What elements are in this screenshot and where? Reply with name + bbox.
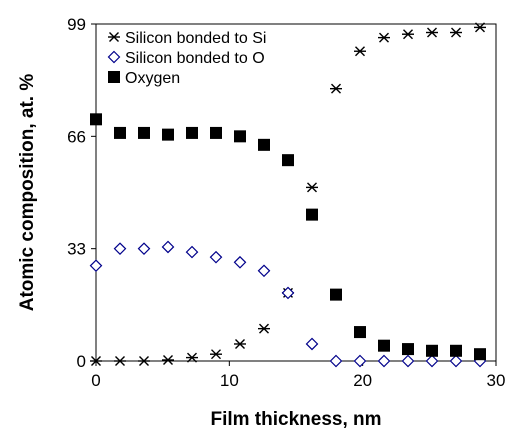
data-point-si-bonded-si xyxy=(426,27,438,38)
legend-label-si-bonded-si: Silicon bonded to Si xyxy=(125,30,266,47)
legend-label-oxygen: Oxygen xyxy=(125,70,180,87)
data-point-si-bonded-si xyxy=(210,349,222,360)
data-point-si-bonded-si xyxy=(114,356,126,366)
data-point-si-bonded-o xyxy=(113,242,127,256)
data-point-si-bonded-si xyxy=(306,182,318,193)
data-point-si-bonded-si-stroke xyxy=(307,182,317,193)
data-point-si-bonded-si xyxy=(354,46,366,57)
data-point-oxygen xyxy=(282,154,294,167)
data-point-si-bonded-o xyxy=(353,354,367,368)
data-point-si-bonded-o xyxy=(161,240,175,254)
data-point-si-bonded-o xyxy=(377,354,391,368)
data-point-si-bonded-o xyxy=(401,354,415,368)
x-tick-label: 30 xyxy=(487,371,506,390)
legend-marker-oxygen xyxy=(108,71,120,83)
data-point-si-bonded-o xyxy=(209,250,223,264)
data-point-si-bonded-si-stroke xyxy=(475,22,485,33)
data-point-si-bonded-o xyxy=(185,245,199,259)
data-point-oxygen xyxy=(258,138,270,151)
legend-marker-si-bonded-si-stroke xyxy=(109,32,119,42)
data-point-oxygen xyxy=(306,208,318,221)
data-point-si-bonded-o xyxy=(449,354,463,368)
data-point-si-bonded-si-stroke xyxy=(403,29,413,40)
x-tick-label: 0 xyxy=(91,371,100,390)
data-marks xyxy=(89,22,487,368)
legend-marker-si-bonded-si xyxy=(108,32,120,42)
data-point-si-bonded-si xyxy=(138,356,150,366)
data-point-oxygen xyxy=(186,126,198,139)
series-si-bonded-o xyxy=(89,240,487,368)
data-point-si-bonded-si-stroke xyxy=(91,356,101,366)
data-point-si-bonded-si-stroke xyxy=(211,349,221,360)
data-point-si-bonded-si-stroke xyxy=(355,46,365,57)
data-point-oxygen xyxy=(234,130,246,143)
y-axis-title: Atomic composition, at. % xyxy=(17,74,38,312)
data-point-si-bonded-si-stroke xyxy=(259,323,269,334)
data-point-oxygen xyxy=(402,343,414,356)
data-point-si-bonded-si xyxy=(474,22,486,33)
axes: 0 10 20 30 0 33 66 99 xyxy=(67,15,505,390)
data-point-oxygen xyxy=(474,348,486,361)
data-point-oxygen xyxy=(90,113,102,126)
data-point-si-bonded-si xyxy=(402,29,414,40)
plot-frame xyxy=(95,23,497,362)
legend-label-si-bonded-o: Silicon bonded to O xyxy=(125,50,265,67)
legend-marker-si-bonded-o xyxy=(107,50,121,64)
data-point-oxygen xyxy=(354,326,366,339)
data-point-si-bonded-si-stroke xyxy=(187,352,197,363)
data-point-oxygen xyxy=(162,128,174,141)
data-point-oxygen xyxy=(210,126,222,139)
data-point-si-bonded-si-stroke xyxy=(379,32,389,43)
data-point-si-bonded-si xyxy=(378,32,390,43)
data-point-si-bonded-si xyxy=(162,354,174,365)
series-oxygen xyxy=(90,113,486,361)
data-point-si-bonded-si-stroke xyxy=(451,27,461,38)
data-point-si-bonded-o xyxy=(305,337,319,351)
data-point-si-bonded-si xyxy=(186,352,198,363)
data-point-oxygen xyxy=(138,126,150,139)
x-tick-label: 20 xyxy=(353,371,372,390)
legend: Silicon bonded to Si Silicon bonded to O O… xyxy=(107,30,266,87)
x-axis-title: Film thickness, nm xyxy=(210,409,381,430)
data-point-oxygen xyxy=(330,288,342,301)
data-point-si-bonded-o xyxy=(425,354,439,368)
plot-border xyxy=(95,23,497,362)
data-point-si-bonded-si-stroke xyxy=(139,356,149,366)
data-point-si-bonded-o xyxy=(233,255,247,269)
x-tick-label: 10 xyxy=(220,371,239,390)
y-tick-label: 66 xyxy=(67,127,86,146)
data-point-si-bonded-si-stroke xyxy=(427,27,437,38)
data-point-oxygen xyxy=(114,126,126,139)
data-point-si-bonded-o xyxy=(257,264,271,278)
data-point-si-bonded-si xyxy=(90,356,102,366)
data-point-si-bonded-si xyxy=(450,27,462,38)
y-tick-label: 0 xyxy=(77,352,86,371)
y-tick-label: 33 xyxy=(67,240,86,259)
data-point-oxygen xyxy=(426,344,438,357)
data-point-si-bonded-si-stroke xyxy=(163,354,173,365)
data-point-si-bonded-o xyxy=(281,286,295,300)
data-point-si-bonded-si xyxy=(258,323,270,334)
data-point-si-bonded-si-stroke xyxy=(235,338,245,349)
data-point-oxygen xyxy=(378,339,390,352)
y-tick-label: 99 xyxy=(67,15,86,34)
data-point-si-bonded-o xyxy=(329,354,343,368)
data-point-si-bonded-si-stroke xyxy=(331,83,341,94)
data-point-si-bonded-o xyxy=(137,242,151,256)
data-point-si-bonded-si-stroke xyxy=(115,356,125,366)
data-point-si-bonded-si xyxy=(234,338,246,349)
data-point-si-bonded-si xyxy=(330,83,342,94)
data-point-si-bonded-o xyxy=(89,259,103,273)
data-point-oxygen xyxy=(450,344,462,357)
